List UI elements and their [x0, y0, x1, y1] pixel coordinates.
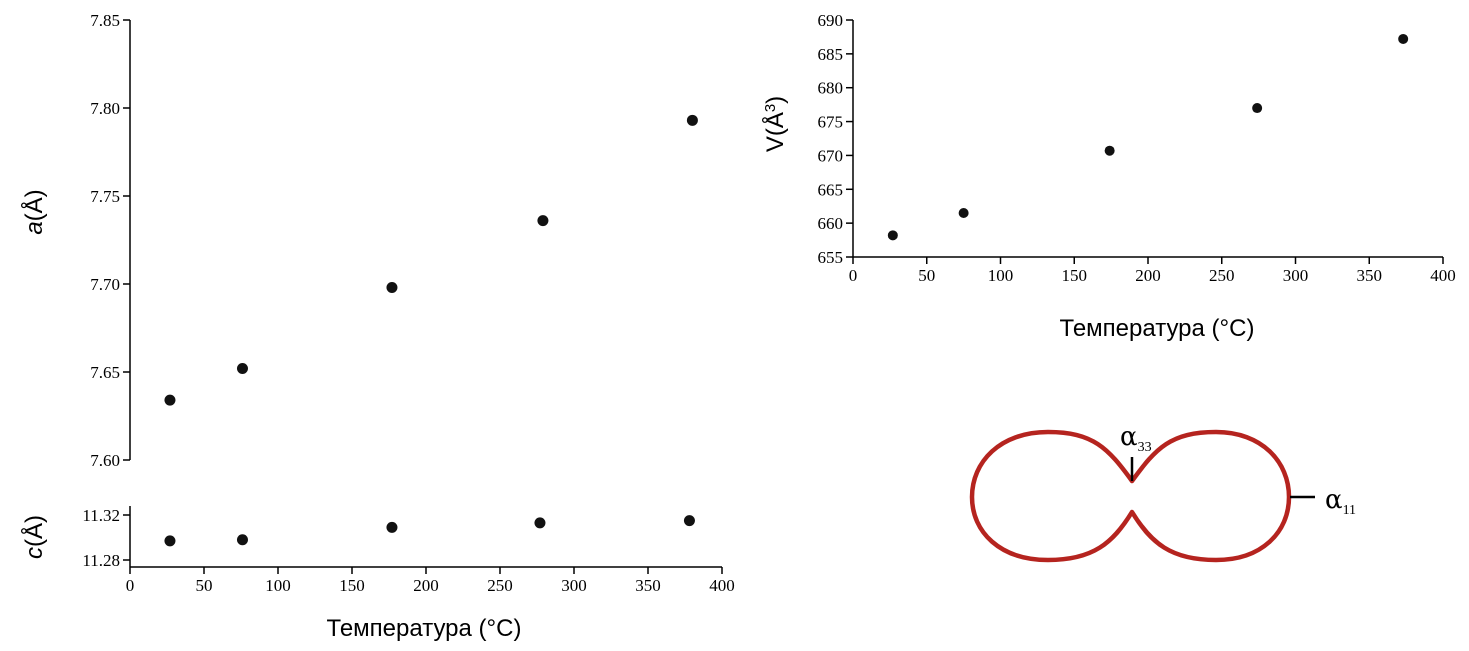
x-tick-label: 300 — [561, 576, 587, 595]
data-point — [236, 534, 248, 546]
y-tick-label: 685 — [818, 45, 844, 64]
volume-plot: 655 660 665 670 675 680 685 690 0 50 100 150 200 250 3… — [761, 11, 1456, 342]
x-tick-label: 400 — [1430, 266, 1456, 285]
x-tick-label: 0 — [849, 266, 858, 285]
y-tick-label: 655 — [818, 248, 844, 267]
y-tick-label: 7.60 — [90, 451, 120, 470]
data-point — [386, 521, 398, 533]
x-tick-label: 100 — [988, 266, 1014, 285]
data-point — [537, 215, 549, 227]
x-axis-label: Температура (°C) — [1060, 315, 1255, 342]
ticks: 11.28 11.32 0 50 100 150 200 250 300 350 400 — [82, 506, 734, 595]
data-point — [686, 114, 698, 126]
data-point — [164, 394, 176, 406]
y-tick-label: 7.80 — [90, 99, 120, 118]
x-tick-label: 250 — [487, 576, 513, 595]
alpha11-label: α11 — [1325, 485, 1356, 518]
x-tick-label: 350 — [635, 576, 661, 595]
y-axis-label-unit: (Å) — [20, 515, 48, 547]
data-point — [887, 230, 898, 241]
data-points — [164, 114, 698, 406]
lobe-shape — [969, 429, 1292, 563]
y-tick-label: 660 — [818, 214, 844, 233]
y-tick-label: 690 — [818, 11, 844, 30]
y-tick-label: 680 — [818, 79, 844, 98]
y-axis-label-var: c — [21, 547, 48, 559]
expansion-indicatrix: α33 α11 — [969, 422, 1356, 563]
y-tick-label: 665 — [818, 180, 844, 199]
data-point — [236, 362, 248, 374]
data-point — [958, 207, 969, 218]
ticks: 655 660 665 670 675 680 685 690 0 50 100 150 200 250 3… — [818, 11, 1456, 285]
x-tick-label: 0 — [126, 576, 135, 595]
data-point — [1398, 33, 1409, 44]
lattice-a-plot: 7.60 7.65 7.70 7.75 7.80 7.85 a(Å) — [20, 11, 698, 470]
data-point — [1252, 103, 1263, 114]
y-tick-label: 675 — [818, 113, 844, 132]
y-axis-label-var: a — [21, 221, 48, 234]
alpha33-label: α33 — [1120, 422, 1152, 455]
y-axis-label: a(Å) — [20, 189, 48, 234]
y-tick-label: 11.28 — [82, 551, 120, 570]
x-tick-label: 100 — [265, 576, 291, 595]
y-tick-label: 7.85 — [90, 11, 120, 30]
x-tick-label: 250 — [1209, 266, 1235, 285]
y-tick-label: 7.65 — [90, 363, 120, 382]
y-tick-label: 11.32 — [82, 506, 120, 525]
data-point — [534, 517, 546, 529]
y-ticks: 7.60 7.65 7.70 7.75 7.80 7.85 — [90, 11, 130, 470]
data-points — [164, 515, 695, 547]
x-tick-label: 50 — [196, 576, 213, 595]
x-tick-label: 50 — [918, 266, 935, 285]
x-axis-label: Температура (°C) — [327, 615, 522, 642]
y-axis-label: c(Å) — [20, 515, 48, 559]
x-tick-label: 200 — [413, 576, 439, 595]
x-tick-label: 400 — [709, 576, 735, 595]
x-tick-label: 350 — [1357, 266, 1383, 285]
y-tick-label: 7.70 — [90, 275, 120, 294]
y-tick-label: 7.75 — [90, 187, 120, 206]
x-tick-label: 200 — [1135, 266, 1161, 285]
data-point — [164, 535, 176, 547]
y-axis-label: V(Å3) — [761, 96, 789, 152]
y-tick-label: 670 — [818, 146, 844, 165]
x-tick-label: 150 — [339, 576, 365, 595]
y-axis-label-unit: (Å) — [20, 189, 48, 221]
data-point — [683, 515, 695, 527]
x-tick-label: 300 — [1283, 266, 1309, 285]
data-point — [1104, 145, 1115, 156]
x-tick-label: 150 — [1062, 266, 1088, 285]
data-point — [386, 282, 398, 294]
data-points — [887, 33, 1409, 241]
